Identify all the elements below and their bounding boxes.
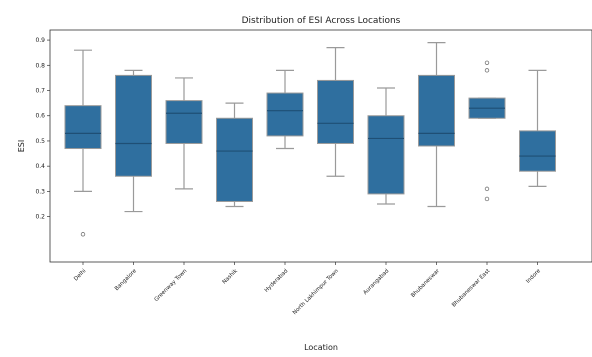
box-1	[115, 69, 152, 213]
box-iqr	[367, 115, 405, 195]
y-tick-label: 0.3	[35, 188, 45, 195]
x-tick-label: Bhubaneswar East	[451, 268, 492, 309]
x-tick-label: North Lakhimpur Town	[292, 268, 340, 316]
y-tick-label: 0.2	[35, 214, 45, 221]
box-8	[468, 60, 506, 202]
y-axis-label: ESI	[17, 140, 26, 153]
box-0	[64, 49, 102, 237]
y-axis-ticks: 0.2 0.3 0.4 0.5 0.6 0.7 0.8 0.9	[35, 37, 50, 221]
box-iqr	[115, 74, 152, 177]
outlier-point	[484, 60, 490, 65]
box-iqr	[418, 74, 455, 147]
x-axis-ticks: Delhi Bangalore Greenway Town Nashik Hyderab…	[73, 262, 542, 316]
box-9	[519, 69, 556, 187]
box-5	[317, 47, 354, 177]
box-2	[165, 77, 203, 190]
x-tick-label: Hyderabad	[264, 268, 290, 294]
x-tick-label: Greenway Town	[154, 268, 189, 303]
boxes-group	[64, 42, 556, 237]
box-iqr	[266, 92, 304, 137]
x-tick-label: Bhubaneswar	[410, 268, 441, 299]
box-7	[418, 42, 455, 208]
box-iqr	[317, 79, 354, 144]
box-iqr	[64, 105, 102, 150]
y-tick-label: 0.9	[35, 37, 45, 44]
outlier-point	[80, 232, 86, 237]
box-iqr	[165, 100, 203, 144]
outlier-point	[484, 186, 490, 192]
y-tick-label: 0.7	[35, 88, 45, 95]
box-iqr	[216, 117, 253, 202]
y-tick-label: 0.5	[35, 138, 45, 145]
y-tick-label: 0.6	[35, 113, 45, 120]
outlier-point	[484, 196, 490, 202]
box-iqr	[519, 130, 556, 172]
box-4	[266, 69, 304, 150]
x-tick-label: Nashik	[222, 268, 240, 286]
x-tick-label: Indore	[525, 268, 542, 285]
x-axis-label: Location	[304, 343, 338, 352]
chart-title: Distribution of ESI Across Locations	[242, 16, 401, 26]
box-3	[216, 102, 253, 208]
x-tick-label: Bangalore	[114, 268, 138, 292]
x-tick-label: Aurangabad	[362, 268, 390, 296]
box-6	[367, 87, 405, 205]
y-tick-label: 0.4	[35, 163, 45, 170]
x-tick-label: Delhi	[73, 268, 88, 283]
y-tick-label: 0.8	[35, 62, 45, 69]
outlier-point	[484, 68, 490, 73]
